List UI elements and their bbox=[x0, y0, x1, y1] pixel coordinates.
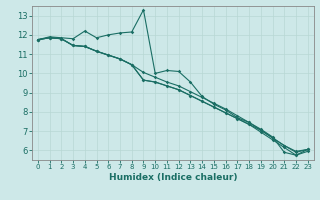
X-axis label: Humidex (Indice chaleur): Humidex (Indice chaleur) bbox=[108, 173, 237, 182]
